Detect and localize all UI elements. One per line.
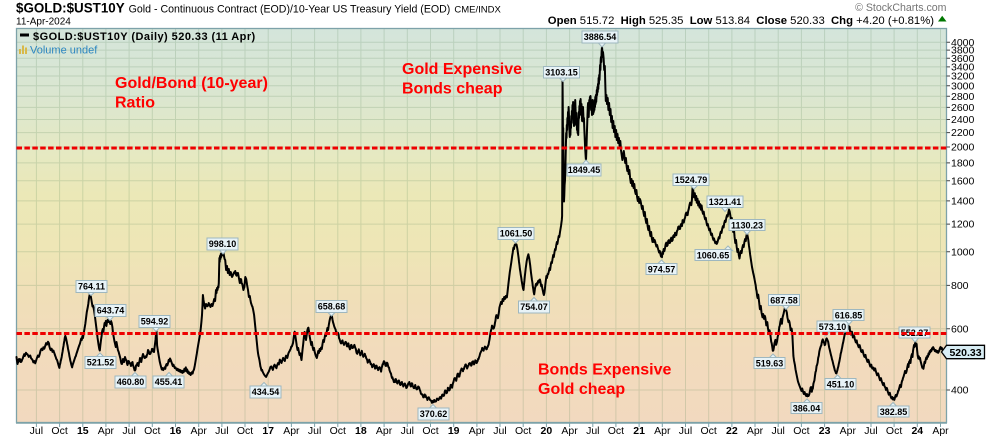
svg-text:764.11: 764.11: [78, 281, 105, 291]
svg-text:$GOLD:$UST10Y (Daily) 520.33 (: $GOLD:$UST10Y (Daily) 520.33 (11 Apr): [33, 31, 256, 43]
svg-text:Bonds Expensive: Bonds Expensive: [538, 362, 671, 379]
svg-text:Jul: Jul: [122, 425, 135, 437]
svg-text:Apr: Apr: [469, 425, 486, 437]
svg-text:Oct: Oct: [237, 425, 253, 437]
svg-text:Apr: Apr: [747, 425, 764, 437]
svg-text:Jul: Jul: [30, 425, 43, 437]
svg-text:370.62: 370.62: [420, 409, 448, 419]
svg-text:Oct: Oct: [608, 425, 624, 437]
svg-text:16: 16: [170, 425, 182, 437]
svg-text:1800: 1800: [951, 158, 975, 170]
svg-text:658.68: 658.68: [318, 301, 346, 311]
svg-text:382.85: 382.85: [880, 407, 908, 417]
svg-text:Apr: Apr: [932, 425, 949, 437]
svg-text:Ratio: Ratio: [115, 95, 155, 112]
svg-text:3400: 3400: [951, 62, 975, 74]
svg-text:1060.65: 1060.65: [697, 250, 730, 260]
svg-text:520.33: 520.33: [949, 347, 981, 359]
svg-text:2600: 2600: [951, 102, 975, 114]
svg-text:460.80: 460.80: [117, 377, 145, 387]
svg-text:754.07: 754.07: [520, 302, 548, 312]
svg-text:4000: 4000: [951, 37, 975, 49]
svg-text:1130.23: 1130.23: [731, 220, 763, 230]
svg-text:3886.54: 3886.54: [584, 32, 617, 42]
svg-text:24: 24: [911, 425, 923, 437]
svg-text:1200: 1200: [951, 219, 975, 231]
svg-text:643.74: 643.74: [97, 305, 125, 315]
svg-text:2800: 2800: [951, 91, 975, 103]
svg-text:20: 20: [541, 425, 553, 437]
svg-text:Jul: Jul: [401, 425, 414, 437]
svg-text:1061.50: 1061.50: [500, 228, 533, 238]
svg-text:Gold Expensive: Gold Expensive: [402, 61, 522, 78]
svg-text:Oct: Oct: [422, 425, 438, 437]
svg-text:Apr: Apr: [283, 425, 300, 437]
svg-text:1849.45: 1849.45: [568, 165, 601, 175]
svg-text:© StockCharts.com: © StockCharts.com: [855, 2, 947, 14]
svg-text:1400: 1400: [951, 196, 975, 208]
svg-text:Jul: Jul: [679, 425, 692, 437]
svg-text:434.54: 434.54: [252, 387, 280, 397]
svg-text:521.52: 521.52: [87, 357, 115, 367]
svg-text:Apr: Apr: [561, 425, 578, 437]
svg-text:1600: 1600: [951, 175, 975, 187]
svg-text:18: 18: [355, 425, 367, 437]
svg-text:3000: 3000: [951, 80, 975, 92]
svg-text:Apr: Apr: [840, 425, 857, 437]
svg-text:616.85: 616.85: [835, 310, 863, 320]
svg-text:1524.79: 1524.79: [675, 175, 708, 185]
svg-text:519.63: 519.63: [756, 358, 784, 368]
svg-text:2000: 2000: [951, 142, 975, 154]
svg-text:Oct: Oct: [144, 425, 160, 437]
svg-text:Jul: Jul: [493, 425, 506, 437]
svg-text:600: 600: [951, 323, 969, 335]
svg-text:Oct: Oct: [330, 425, 346, 437]
svg-text:Bonds cheap: Bonds cheap: [402, 81, 503, 98]
svg-text:573.10: 573.10: [819, 322, 847, 332]
svg-text:2200: 2200: [951, 127, 975, 139]
svg-text:Jul: Jul: [586, 425, 599, 437]
svg-text:11-Apr-2024: 11-Apr-2024: [16, 17, 71, 28]
svg-text:17: 17: [262, 425, 274, 437]
svg-text:455.41: 455.41: [155, 377, 183, 387]
svg-text:687.58: 687.58: [770, 295, 798, 305]
svg-text:386.04: 386.04: [793, 403, 821, 413]
svg-text:3800: 3800: [951, 45, 975, 57]
svg-text:Apr: Apr: [191, 425, 208, 437]
svg-text:22: 22: [726, 425, 738, 437]
svg-text:Jul: Jul: [771, 425, 784, 437]
svg-text:400: 400: [951, 385, 969, 397]
svg-text:23: 23: [819, 425, 831, 437]
svg-text:Oct: Oct: [793, 425, 809, 437]
svg-text:998.10: 998.10: [209, 239, 237, 249]
svg-text:Apr: Apr: [98, 425, 115, 437]
svg-text:1321.41: 1321.41: [709, 197, 742, 207]
svg-text:Apr: Apr: [654, 425, 671, 437]
svg-text:3200: 3200: [951, 71, 975, 83]
svg-text:Open 515.72 High 525.35 Low: Open 515.72 High 525.35 Low 513.84 Close…: [548, 15, 934, 27]
svg-text:1000: 1000: [951, 246, 975, 258]
svg-text:Oct: Oct: [51, 425, 67, 437]
svg-text:2400: 2400: [951, 114, 975, 126]
svg-text:Jul: Jul: [864, 425, 877, 437]
svg-text:Gold/Bond (10-year): Gold/Bond (10-year): [115, 75, 268, 92]
svg-text:Apr: Apr: [376, 425, 393, 437]
svg-text:Oct: Oct: [701, 425, 717, 437]
svg-text:Jul: Jul: [308, 425, 321, 437]
svg-text:974.57: 974.57: [648, 264, 676, 274]
svg-text:15: 15: [77, 425, 89, 437]
svg-text:3103.15: 3103.15: [545, 67, 578, 77]
svg-text:Gold cheap: Gold cheap: [538, 381, 625, 398]
svg-text:Jul: Jul: [215, 425, 228, 437]
svg-text:21: 21: [633, 425, 645, 437]
svg-text:451.10: 451.10: [827, 379, 855, 389]
svg-text:800: 800: [951, 280, 969, 292]
svg-text:Volume undef: Volume undef: [30, 45, 98, 57]
svg-text:Oct: Oct: [886, 425, 902, 437]
svg-text:3600: 3600: [951, 53, 975, 65]
svg-text:594.92: 594.92: [141, 316, 169, 326]
svg-text:19: 19: [448, 425, 460, 437]
svg-text:Oct: Oct: [515, 425, 531, 437]
